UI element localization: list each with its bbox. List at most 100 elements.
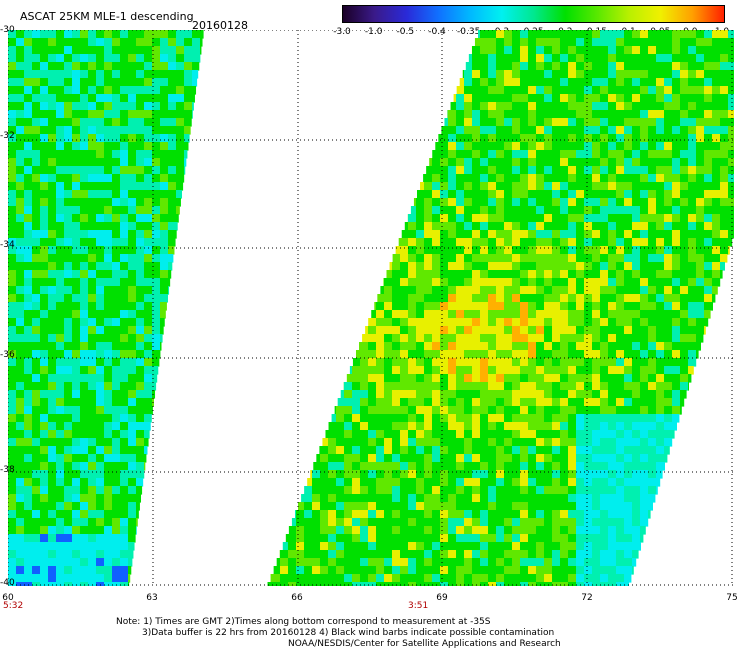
wind-cell (456, 566, 465, 575)
wind-cell (152, 166, 161, 175)
wind-cell (520, 94, 529, 103)
wind-cell (48, 582, 57, 586)
wind-cell (88, 510, 97, 519)
wind-cell (16, 86, 25, 95)
wind-cell (600, 518, 609, 527)
wind-cell (568, 62, 577, 71)
wind-cell (552, 574, 561, 583)
wind-cell (464, 246, 473, 255)
wind-cell (728, 158, 734, 167)
wind-cell (24, 254, 33, 263)
wind-cell (600, 486, 609, 495)
wind-cell (608, 166, 617, 175)
wind-cell (344, 518, 353, 527)
wind-cell (448, 134, 457, 143)
wind-cell (624, 238, 633, 247)
wind-cell (64, 382, 73, 391)
wind-cell (144, 150, 153, 159)
wind-cell (152, 182, 161, 191)
wind-cell (576, 278, 585, 287)
wind-cell (456, 534, 465, 543)
wind-cell (40, 46, 49, 55)
wind-cell (352, 510, 361, 519)
wind-cell (168, 126, 177, 135)
wind-cell (688, 278, 697, 287)
wind-cell (504, 190, 513, 199)
wind-cell (616, 494, 625, 503)
wind-cell (560, 366, 569, 375)
wind-cell (512, 262, 521, 271)
wind-cell (680, 326, 689, 335)
wind-cell (160, 94, 169, 103)
wind-cell (448, 406, 457, 415)
wind-cell (432, 350, 441, 359)
wind-cell (424, 326, 433, 335)
wind-cell (560, 502, 569, 511)
wind-cell (696, 222, 705, 231)
wind-cell (192, 78, 198, 87)
wind-cell (80, 30, 89, 39)
wind-cell (464, 406, 473, 415)
wind-cell (696, 86, 705, 95)
wind-cell (688, 206, 697, 215)
wind-cell (104, 502, 113, 511)
wind-cell (552, 398, 561, 407)
wind-cell (104, 254, 113, 263)
wind-cell (344, 430, 353, 439)
wind-cell (104, 238, 113, 247)
wind-cell (632, 30, 641, 39)
wind-cell (72, 334, 81, 343)
wind-cell (536, 494, 545, 503)
wind-cell (440, 374, 449, 383)
wind-cell (184, 46, 193, 55)
wind-cell (368, 366, 377, 375)
wind-cell (592, 102, 601, 111)
wind-cell (24, 30, 33, 39)
wind-cell (16, 142, 25, 151)
wind-cell (344, 478, 353, 487)
wind-cell (680, 134, 689, 143)
wind-cell (336, 566, 345, 575)
wind-cell (720, 54, 729, 63)
wind-cell (648, 110, 657, 119)
wind-cell (704, 78, 713, 87)
wind-cell (48, 526, 57, 535)
wind-cell (504, 438, 513, 447)
wind-cell (408, 398, 417, 407)
wind-cell (32, 574, 41, 583)
wind-cell (8, 294, 17, 303)
wind-cell (440, 542, 449, 551)
wind-cell (504, 390, 513, 399)
wind-cell (672, 158, 681, 167)
wind-cell (504, 406, 513, 415)
wind-cell (480, 62, 489, 71)
wind-cell (168, 78, 177, 87)
wind-cell (144, 254, 153, 263)
wind-cell (520, 62, 529, 71)
wind-cell (688, 126, 697, 135)
wind-cell (664, 86, 673, 95)
wind-cell (48, 310, 57, 319)
wind-cell (440, 550, 449, 559)
wind-cell (640, 390, 649, 399)
wind-cell (160, 238, 169, 247)
wind-cell (360, 382, 369, 391)
wind-cell (480, 454, 489, 463)
wind-cell (632, 558, 637, 567)
wind-cell (112, 550, 121, 559)
wind-cell (72, 94, 81, 103)
wind-cell (376, 494, 385, 503)
wind-cell (416, 238, 425, 247)
wind-cell (536, 486, 545, 495)
wind-cell (368, 486, 377, 495)
wind-cell (448, 446, 457, 455)
wind-cell (640, 334, 649, 343)
wind-cell (688, 134, 697, 143)
wind-cell (8, 142, 17, 151)
wind-cell (80, 518, 89, 527)
wind-cell (472, 582, 481, 586)
wind-cell (632, 462, 641, 471)
wind-cell (392, 374, 401, 383)
wind-cell (384, 390, 393, 399)
wind-cell (568, 366, 577, 375)
